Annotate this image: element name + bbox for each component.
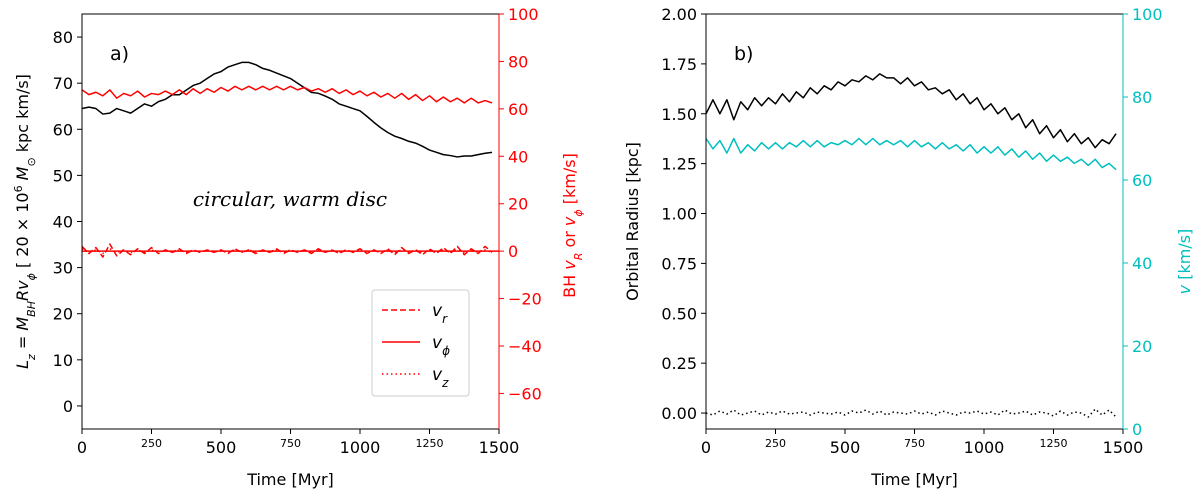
panel-a-y-ticks: 0 10 20 30 40 50 60 70 80 (53, 28, 82, 416)
y-right-tick-label: 100 (508, 5, 539, 24)
y-right-tick-label: −60 (508, 384, 542, 403)
y-right-tick-label: 60 (1132, 171, 1152, 190)
panel-a-y-right-axis-label: BH vR or vϕ [km/s] (560, 153, 585, 298)
panel-b-y-right-axis-label: v [km/s] (1175, 229, 1194, 295)
y-tick-label: 1.75 (661, 55, 697, 74)
y-tick-label: 20 (53, 305, 73, 324)
y-tick-label: 10 (53, 351, 73, 370)
y-right-tick-label: 40 (1132, 254, 1152, 273)
series-line-0 (706, 73, 1117, 149)
y-tick-label: 80 (53, 28, 73, 47)
y-tick-label: 0.50 (661, 304, 697, 323)
y-tick-label: 50 (53, 166, 73, 185)
panel-b-frame (705, 13, 1124, 430)
legend-label-vr: vr (432, 301, 448, 326)
x-tick-label: 1000 (964, 438, 1005, 457)
y-tick-label: 0.25 (661, 354, 697, 373)
panel-b-label: b) (734, 43, 753, 65)
y-right-tick-label: 100 (1132, 5, 1163, 24)
y-tick-label: 1.00 (661, 205, 697, 224)
y-tick-label: 2.00 (661, 5, 697, 24)
y-right-tick-label: 0 (1132, 420, 1142, 439)
panel-a-x-ticks: 0 250 500 750 1000 1250 1500 (77, 429, 519, 457)
panel-a-legend: vr vϕ vz (371, 289, 470, 397)
panel-a: 0 250 500 750 1000 1250 1500 01020304050607080… (12, 5, 585, 489)
y-right-tick-label: −40 (508, 337, 542, 356)
panel-b-x-axis-label: Time [Myr] (870, 470, 958, 489)
y-right-tick-label: 20 (1132, 337, 1152, 356)
y-right-tick-label: 80 (508, 52, 528, 71)
y-tick-label: 0.00 (661, 404, 697, 423)
y-tick-label: 1.25 (661, 155, 697, 174)
panel-b-y-right-ticks: 0 20 40 60 80 100 (1122, 5, 1163, 439)
x-tick-label: 250 (765, 437, 786, 450)
x-tick-label: 0 (77, 438, 87, 457)
y-right-tick-label: 60 (508, 100, 528, 119)
y-tick-label: 1.50 (661, 105, 697, 124)
x-tick-label: 1500 (1103, 438, 1144, 457)
x-tick-label: 1000 (340, 438, 381, 457)
panel-b-x-ticks: 0 250 500 750 1000 1250 1500 (701, 429, 1143, 457)
x-tick-label: 500 (830, 438, 861, 457)
series-line-0 (82, 61, 493, 158)
x-tick-label: 500 (206, 438, 237, 457)
y-right-tick-label: 0 (508, 242, 518, 261)
x-tick-label: 1500 (479, 438, 520, 457)
y-tick-label: 30 (53, 259, 73, 278)
x-tick-label: 1250 (416, 437, 444, 450)
panel-a-y-axis-label: Lz = MBHRvϕ [ 20 × 106 M⊙ kpc km/s] (12, 74, 38, 369)
panel-a-label: a) (110, 43, 129, 65)
series-line-1 (706, 137, 1117, 171)
x-tick-label: 250 (141, 437, 162, 450)
legend-label-vz: vz (432, 365, 449, 390)
y-tick-label: 70 (53, 74, 73, 93)
series-line-1 (82, 85, 493, 104)
panel-b-plot-area (706, 73, 1117, 418)
y-right-tick-label: −20 (508, 290, 542, 309)
x-tick-label: 0 (701, 438, 711, 457)
x-tick-label: 750 (904, 437, 925, 450)
y-right-tick-label: 20 (508, 195, 528, 214)
panel-b-y-axis-label: Orbital Radius [kpc] (623, 142, 642, 301)
x-tick-label: 750 (280, 437, 301, 450)
panel-a-y-right-ticks: −60 −40 −20 0 20 40 60 80 100 (498, 5, 542, 429)
y-right-tick-label: 40 (508, 147, 528, 166)
legend-box (371, 289, 470, 397)
y-tick-label: 40 (53, 213, 73, 232)
panel-b-y-ticks: 0.00 0.25 0.50 0.75 1.00 1.25 1.50 1.75 2.00 (661, 5, 706, 423)
y-right-tick-label: 80 (1132, 88, 1152, 107)
panel-b: 0 250 500 750 1000 1250 1500 0.000.250.500.751… (623, 5, 1194, 489)
panel-a-x-axis-label: Time [Myr] (246, 470, 334, 489)
series-line-2 (706, 408, 1117, 418)
legend-label-vphi: vϕ (432, 333, 450, 358)
y-tick-label: 0 (63, 397, 73, 416)
panel-a-annotation: circular, warm disc (193, 187, 387, 211)
y-tick-label: 0.75 (661, 254, 697, 273)
x-tick-label: 1250 (1040, 437, 1068, 450)
y-tick-label: 60 (53, 120, 73, 139)
panel-a-plot-area (82, 61, 499, 258)
